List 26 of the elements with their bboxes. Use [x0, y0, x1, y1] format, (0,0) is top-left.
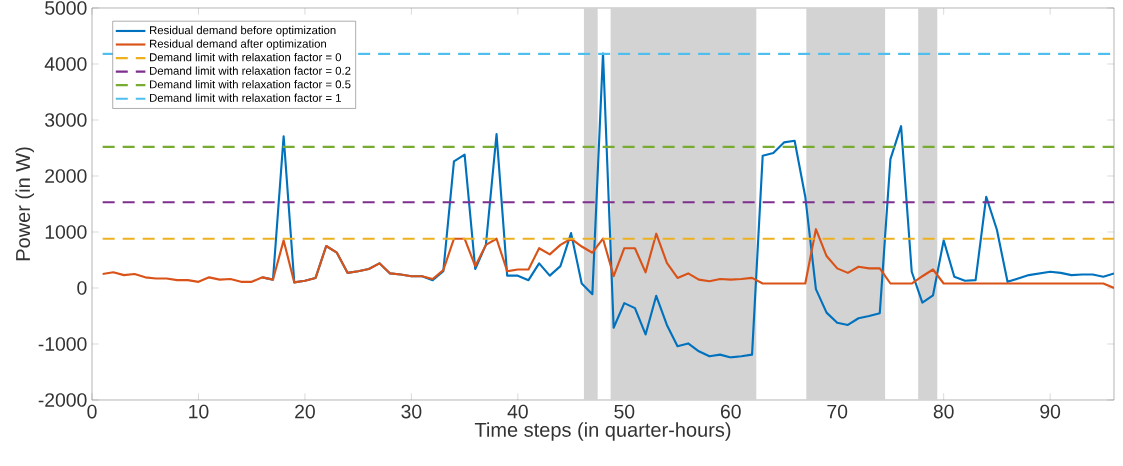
y-tick-label: 1000 — [45, 225, 87, 239]
x-tick-label: 30 — [401, 404, 422, 419]
x-tick-label: 90 — [1040, 404, 1061, 419]
legend-label: Demand limit with relaxation factor = 1 — [150, 93, 341, 102]
legend-label: Residual demand after optimization — [150, 39, 326, 50]
legend-label: Demand limit with relaxation factor = 0.5 — [150, 80, 351, 89]
y-tick-label: -2000 — [38, 393, 87, 407]
x-tick-label: 80 — [933, 404, 954, 419]
y-tick-label: 4000 — [44, 57, 87, 71]
y-tick-label: 3000 — [45, 113, 87, 127]
x-tick-label: 0 — [87, 404, 97, 419]
legend-label: Demand limit with relaxation factor = 0.2 — [150, 66, 351, 75]
y-axis-title: Power (in W) — [15, 147, 35, 261]
y-tick-label: -1000 — [38, 337, 87, 351]
x-tick-label: 50 — [614, 404, 635, 419]
y-tick-label: 5000 — [45, 1, 87, 15]
x-tick-label: 60 — [720, 404, 741, 419]
y-tick-label: 0 — [77, 281, 87, 295]
legend-label: Demand limit with relaxation factor = 0 — [150, 52, 342, 62]
y-tick-label: 2000 — [45, 169, 87, 183]
x-axis-title: Time steps (in quarter-hours) — [474, 422, 731, 441]
legend-label: Residual demand before optimization — [150, 25, 336, 37]
x-tick-label: 40 — [507, 404, 528, 419]
x-tick-label: 70 — [827, 404, 848, 419]
x-tick-label: 10 — [189, 404, 209, 419]
x-tick-label: 20 — [295, 404, 315, 419]
